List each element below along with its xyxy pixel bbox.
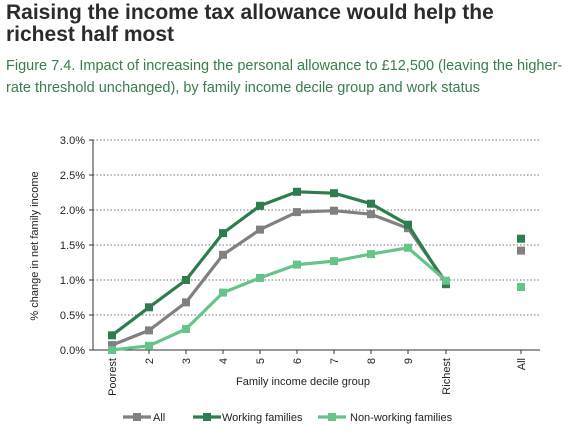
data-point-all (517, 283, 525, 291)
data-point (367, 210, 375, 219)
x-tick-labels: Poorest 2 3 4 5 6 7 8 9 Richest All (107, 358, 528, 396)
data-point (219, 250, 227, 259)
legend-label: All (153, 412, 165, 424)
x-tick-label: 3 (181, 358, 193, 364)
x-tick-label: 9 (403, 358, 415, 364)
figure-caption: Figure 7.4. Impact of increasing the per… (6, 58, 563, 96)
data-point (367, 199, 375, 208)
data-point (182, 298, 190, 307)
data-point (108, 331, 116, 340)
series-line (111, 209, 448, 347)
series-group (108, 187, 525, 354)
y-tick-label: 1.0% (60, 275, 85, 287)
legend: All Working families Non-working families (123, 412, 453, 424)
data-point (293, 187, 301, 196)
data-point (256, 201, 264, 210)
x-tick-label: All (516, 358, 528, 370)
data-point (293, 260, 301, 269)
data-point (256, 273, 264, 282)
y-tick-label: 0.5% (60, 310, 85, 322)
data-point (182, 325, 190, 333)
data-point (442, 276, 450, 285)
x-tick-label: Richest (441, 358, 453, 395)
y-tick-label: 1.5% (60, 240, 85, 252)
x-tick-label: 5 (255, 358, 267, 364)
data-point (219, 229, 227, 238)
x-tick-label: Poorest (107, 358, 119, 396)
legend-marker (203, 413, 211, 421)
y-tick-label: 2.0% (60, 205, 85, 217)
data-point (330, 257, 338, 266)
data-point (330, 189, 338, 198)
axes (89, 139, 540, 354)
x-tick-label: 4 (218, 358, 230, 364)
legend-label: Working families (222, 412, 303, 424)
data-point (182, 276, 190, 284)
data-point (108, 346, 116, 354)
gridlines (93, 139, 540, 316)
x-tick-label: 2 (144, 358, 156, 364)
y-tick-label: 3.0% (60, 135, 85, 147)
chart-headline: Raising the income tax allowance would h… (6, 1, 494, 46)
data-point (404, 220, 412, 229)
y-tick-label: 2.5% (60, 170, 85, 182)
data-point-all (517, 234, 525, 243)
data-point-all (517, 246, 525, 255)
data-point (108, 341, 116, 350)
data-point (367, 250, 375, 259)
x-tick-label: 8 (366, 358, 378, 364)
x-tick-label: 6 (292, 358, 304, 364)
legend-marker (133, 413, 141, 421)
legend-label: Non-working families (350, 412, 453, 424)
y-tick-labels: 0.0% 0.5% 1.0% 1.5% 2.0% 2.5% 3.0% (60, 135, 85, 357)
data-point (145, 341, 153, 350)
data-point (219, 288, 227, 297)
data-point (256, 225, 264, 234)
y-tick-label: 0.0% (60, 345, 85, 357)
legend-marker (328, 413, 336, 421)
data-point (145, 326, 153, 335)
data-point (145, 303, 153, 312)
y-axis-label: % change in net family income (29, 171, 41, 320)
x-tick-label: 7 (329, 358, 341, 364)
data-point (404, 243, 412, 252)
series-line (111, 190, 448, 337)
x-axis-label: Family income decile group (236, 376, 370, 388)
data-point (293, 208, 301, 217)
series-line (111, 246, 448, 352)
data-point (330, 206, 338, 215)
